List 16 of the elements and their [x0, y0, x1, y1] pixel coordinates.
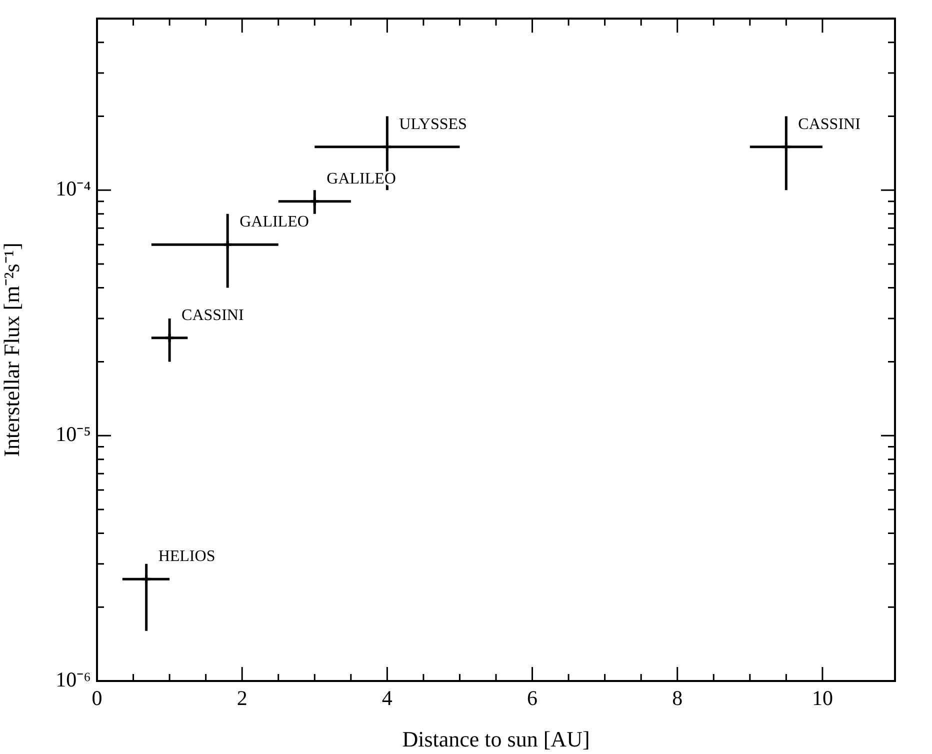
x-tick-label: 8	[672, 686, 683, 710]
y-tick-label: 10⁻⁵	[56, 422, 91, 446]
y-tick-label: 10⁻⁴	[56, 176, 91, 201]
annotation: HELIOS	[158, 548, 216, 566]
annotation: GALILEO	[240, 214, 309, 231]
annotation: CASSINI	[182, 306, 244, 324]
x-axis-title: Distance to sun [AU]	[402, 726, 590, 752]
x-tick-label: 10	[812, 686, 833, 710]
x-tick-label: 2	[236, 686, 248, 710]
annotation: CASSINI	[798, 116, 860, 133]
y-axis-title: Interstellar Flux [m⁻²s⁻¹]	[0, 242, 24, 457]
y-tick-label: 10⁻⁶	[56, 668, 91, 692]
x-tick-label: 4	[382, 686, 393, 710]
annotation: ULYSSES	[399, 116, 467, 133]
x-tick-label: 6	[527, 686, 538, 710]
x-tick-label: 0	[92, 686, 102, 710]
